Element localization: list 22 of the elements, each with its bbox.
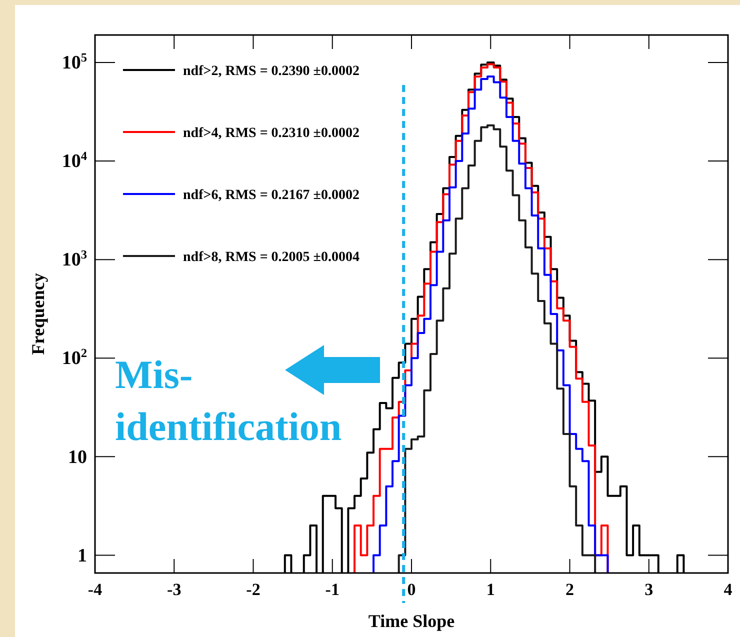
x-tick-label: 4: [724, 580, 733, 600]
y-tick-label: 10$^{4}$: [62, 149, 87, 172]
x-tick-label: 1: [486, 580, 495, 600]
x-axis-title: Time Slope: [368, 611, 455, 631]
x-tick-label: -1: [325, 580, 340, 600]
x-tick-label: -2: [246, 580, 260, 600]
annotation: Mis-identification: [115, 352, 342, 449]
x-tick-label: -4: [88, 580, 103, 600]
x-tick-label: 2: [566, 580, 574, 600]
legend-label: ndf>8, RMS = 0.2005 ±0.0004: [183, 250, 360, 265]
y-tick-label: 1: [78, 545, 87, 566]
y-tick-label: 10$^{3}$: [62, 248, 87, 271]
legend-label: ndf>2, RMS = 0.2390 ±0.0002: [183, 64, 360, 79]
x-tick-label: 3: [644, 580, 654, 600]
legend-label: ndf>6, RMS = 0.2167 ±0.0002: [183, 188, 360, 203]
y-axis-title: Frequency: [28, 273, 48, 355]
x-tick-label: -3: [167, 580, 182, 600]
y-tick-label: 10$^{2}$: [62, 346, 87, 370]
legend-label: ndf>4, RMS = 0.2310 ±0.0002: [183, 126, 360, 141]
x-tick-label: 0: [407, 580, 416, 600]
y-tick-label: 10$^{5}$: [62, 50, 87, 74]
y-tick-label: 10: [68, 446, 87, 468]
